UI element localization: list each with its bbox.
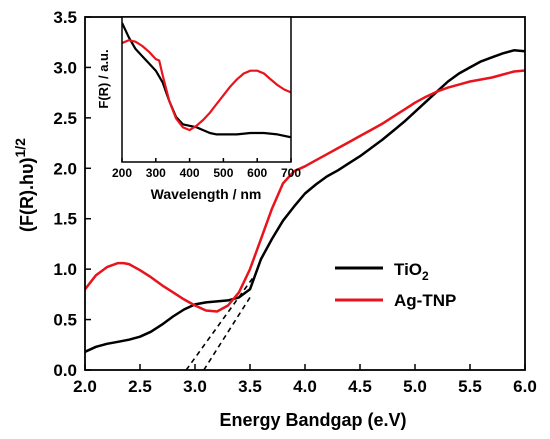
inset-y-axis-label: F(R) / a.u. — [96, 49, 111, 108]
legend: TiO2 Ag-TNP — [335, 260, 456, 310]
main-y-tick-label-1-0: 1.0 — [53, 260, 77, 279]
legend-label-tio2-main: TiO — [394, 260, 422, 279]
inset-x-tick-label-200: 200 — [112, 166, 132, 180]
main-y-tick-label-1-5: 1.5 — [53, 210, 77, 229]
main-y-tick-label-3-5: 3.5 — [53, 8, 77, 27]
inset-x-tick-label-700: 700 — [281, 166, 301, 180]
main-series-0-line — [85, 49, 525, 353]
main-series-1-line — [85, 69, 525, 313]
legend-label-tio2-sub: 2 — [422, 269, 429, 283]
main-y-tick-label-3-0: 3.0 — [53, 58, 77, 77]
main-x-tick-label-5-5: 5.5 — [458, 377, 482, 396]
main-y-tick-label-2-0: 2.0 — [53, 159, 77, 178]
inset-plot: 200 300 400 500 600 700 — [112, 16, 301, 180]
main-y-tick-label-2-5: 2.5 — [53, 109, 77, 128]
inset-x-tick-label-300: 300 — [146, 166, 166, 180]
main-plot: 2.0 2.5 3.0 3.5 4.0 4.5 5.0 5.5 6.0 0.0 0.5 1.0 1.5 2… — [53, 8, 536, 396]
main-x-tick-label-4-0: 4.0 — [293, 377, 317, 396]
inset-series-0-line — [122, 22, 291, 139]
inset-background — [122, 17, 291, 162]
inset-series-1-line — [122, 39, 291, 132]
main-series-3-tangent-line — [203, 296, 251, 370]
main-x-tick-label-6-0: 6.0 — [513, 377, 537, 396]
main-y-axis-label-main: (F(R).hυ) — [17, 158, 37, 232]
main-x-tick-label-3-0: 3.0 — [183, 377, 207, 396]
legend-label-tio2: TiO2 — [394, 260, 429, 283]
inset-x-tick-label-400: 400 — [180, 166, 200, 180]
legend-label-ag-tnp: Ag-TNP — [394, 291, 456, 310]
main-x-tick-label-3-5: 3.5 — [238, 377, 262, 396]
inset-frame — [121, 16, 292, 163]
inset-x-tick-label-600: 600 — [247, 166, 267, 180]
main-x-tick-label-4-5: 4.5 — [348, 377, 372, 396]
main-x-tick-label-5-0: 5.0 — [403, 377, 427, 396]
main-y-tick-label-0-0: 0.0 — [53, 361, 77, 380]
main-series-2-tangent-line — [185, 273, 257, 370]
main-x-tick-label-2-5: 2.5 — [128, 377, 152, 396]
inset-x-tick-label-500: 500 — [213, 166, 233, 180]
main-x-tick-label-2-0: 2.0 — [73, 377, 97, 396]
main-x-axis-label: Energy Bandgap (e.V) — [219, 410, 406, 430]
main-y-tick-label-0-5: 0.5 — [53, 311, 77, 330]
main-y-axis-label-sup: 1/2 — [12, 138, 28, 158]
inset-x-axis-label: Wavelength / nm — [151, 186, 262, 202]
main-y-axis-label: (F(R).hυ)1/2 — [12, 138, 37, 232]
